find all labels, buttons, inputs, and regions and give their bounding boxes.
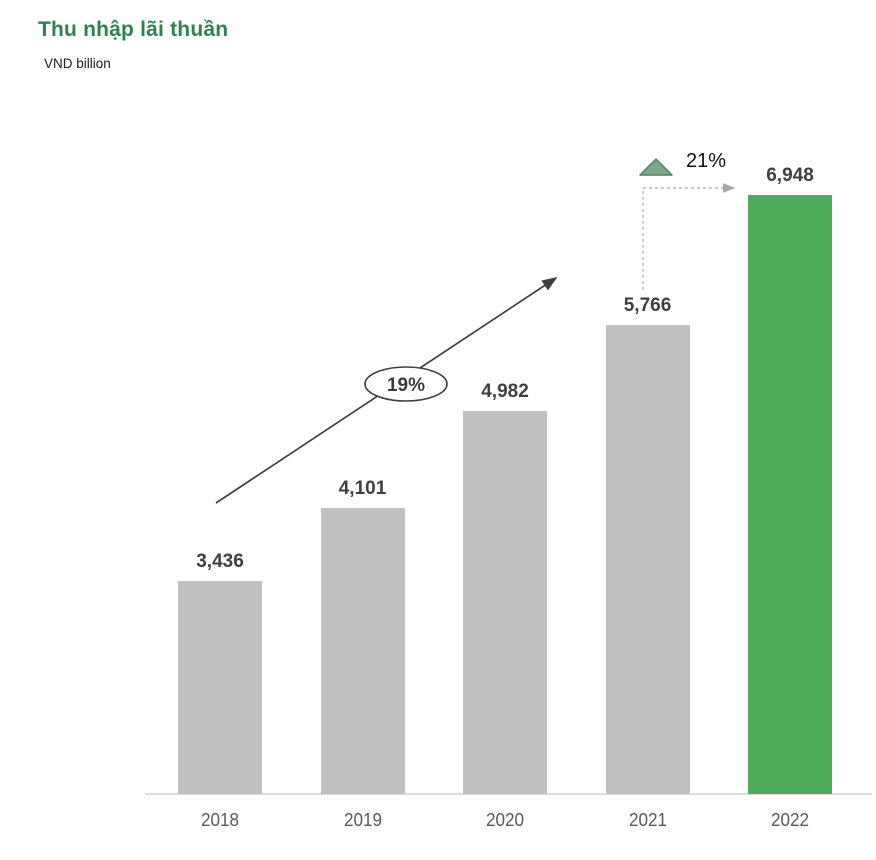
x-axis-tick-label: 2021	[628, 810, 667, 830]
x-axis-tick-label: 2018	[200, 810, 240, 830]
x-axis-line	[145, 793, 872, 795]
trend-growth-label: 19%	[387, 375, 425, 396]
bar-value-label: 5,766	[623, 295, 672, 316]
chart-unit-subtitle: VND billion	[44, 56, 111, 71]
yoy-growth-label: 21%	[686, 150, 727, 172]
bar-value-label: 6,948	[766, 165, 814, 186]
yoy-dashed-connector	[642, 183, 736, 290]
triangle-up-icon	[639, 158, 673, 176]
bar-value-label: 4,982	[481, 381, 529, 402]
bar-2018	[178, 581, 262, 794]
bar-value-label: 3,436	[196, 551, 244, 572]
bar-value-label: 4,101	[338, 478, 387, 499]
bar-2022	[748, 195, 832, 794]
bar-2019	[320, 508, 405, 794]
x-axis-tick-label: 2020	[485, 810, 525, 830]
trend-growth-ellipse	[364, 366, 448, 402]
bar-2020	[463, 411, 547, 794]
bar-2021	[605, 325, 690, 794]
x-axis-tick-label: 2022	[770, 810, 810, 830]
x-axis-tick-label: 2019	[343, 810, 382, 830]
chart-title: Thu nhập lãi thuần	[38, 18, 229, 41]
